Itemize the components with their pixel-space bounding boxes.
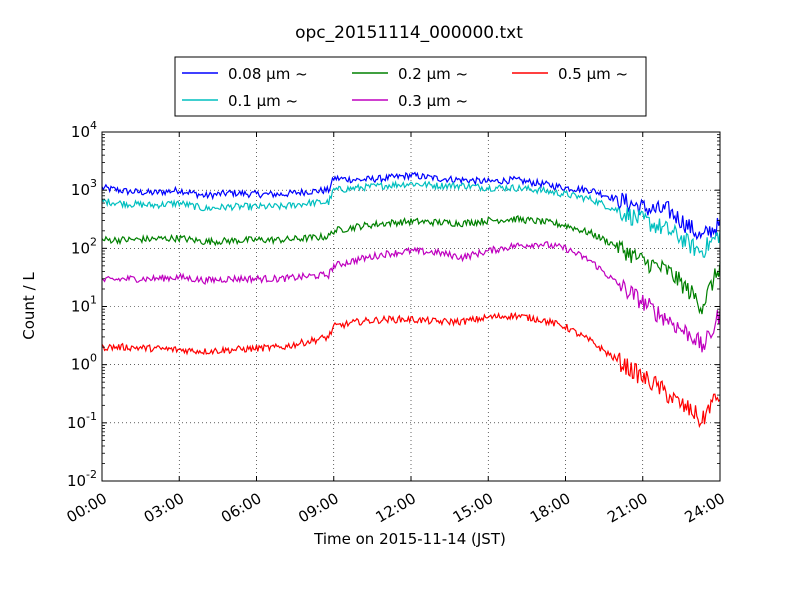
x-tick-label: 09:00: [295, 489, 341, 526]
x-tick-label: 15:00: [450, 489, 496, 526]
y-tick-label: 100: [71, 352, 97, 374]
x-tick-label: 12:00: [373, 489, 419, 526]
tick-marks: [101, 131, 721, 482]
legend-entry: 0.5 μm ~: [558, 65, 628, 83]
y-tick-label: 10-1: [67, 410, 97, 432]
x-tick-label: 18:00: [527, 489, 573, 526]
y-tick-label: 104: [71, 119, 97, 141]
x-tick-label: 03:00: [141, 489, 187, 526]
legend: 0.08 μm ~ 0.1 μm ~ 0.2 μm ~ 0.3 μm ~ 0.5 μm …: [174, 56, 647, 117]
y-tick-label: 10-2: [67, 468, 97, 490]
y-tick-label: 103: [71, 177, 97, 199]
series-line: [101, 171, 721, 241]
grid-lines: [102, 132, 720, 481]
legend-entry: 0.2 μm ~: [398, 65, 468, 83]
legend-frame: [174, 56, 647, 117]
y-tick-label: 102: [71, 235, 97, 257]
y-tick-labels: 10-2 10-1 100 101 102 103 104: [67, 119, 97, 490]
legend-entry: 0.08 μm ~: [228, 65, 308, 83]
x-axis-label: Time on 2015-11-14 (JST): [313, 530, 506, 548]
series-line: [101, 311, 721, 429]
series-line: [101, 215, 721, 315]
chart-title: opc_20151114_000000.txt: [295, 23, 523, 43]
y-tick-label: 101: [71, 294, 97, 316]
x-tick-label: 00:00: [64, 489, 110, 526]
legend-entry: 0.1 μm ~: [228, 92, 298, 110]
series-lines: [101, 171, 721, 429]
y-axis-label: Count / L: [20, 272, 38, 340]
series-line: [101, 180, 721, 258]
x-tick-labels: 00:00 03:00 06:00 09:00 12:00 15:00 18:00 21:00…: [64, 489, 728, 526]
plot-area: [101, 131, 721, 482]
x-tick-label: 06:00: [218, 489, 264, 526]
series-line: [101, 241, 721, 353]
x-tick-label: 24:00: [682, 489, 728, 526]
x-tick-label: 21:00: [604, 489, 650, 526]
legend-entry: 0.3 μm ~: [398, 92, 468, 110]
